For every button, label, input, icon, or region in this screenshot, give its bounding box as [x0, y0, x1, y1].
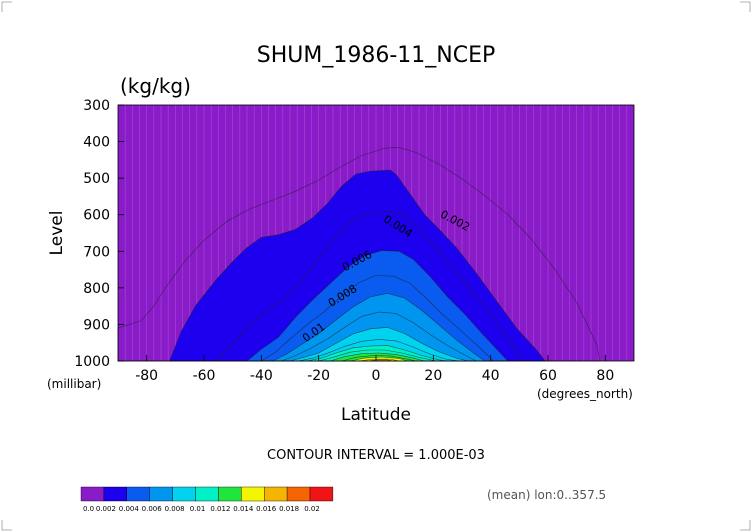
colorbar-swatch [241, 486, 265, 502]
units-label: (kg/kg) [120, 74, 191, 98]
y-axis-unit: (millibar) [47, 377, 101, 391]
colorbar-label: 0.018 [279, 505, 299, 513]
contour-region-5 [260, 275, 495, 362]
x-tick-label: 20 [424, 368, 442, 384]
contour-region-11 [318, 349, 437, 362]
colorbar-label: 0.008 [165, 505, 185, 513]
x-tick-label: 60 [539, 368, 557, 384]
colorbar-swatch [309, 486, 334, 502]
y-tick-label: 500 [83, 171, 110, 187]
contour-region-7 [281, 311, 477, 362]
x-tick-label: -80 [135, 368, 158, 384]
y-tick-label: 900 [83, 317, 110, 333]
contour-region-1 [117, 147, 600, 362]
colorbar-label: 0.004 [119, 505, 140, 513]
x-tick-label: -40 [250, 368, 273, 384]
colorbar-swatch [80, 486, 105, 502]
filled-contours [117, 147, 600, 362]
y-tick-label: 1000 [74, 354, 110, 370]
y-axis-label: Level [47, 211, 67, 256]
colorbar-swatch [126, 486, 150, 502]
contour-region-3 [214, 211, 523, 362]
x-tick-label: 0 [372, 368, 381, 384]
colorbar-label: 0.014 [233, 505, 254, 513]
colorbar-label: 0.016 [256, 505, 277, 513]
contour-region-9 [298, 339, 460, 362]
colorbar-label: 0.006 [142, 505, 163, 513]
colorbar-swatch [172, 486, 196, 502]
footer-note: (mean) lon:0..357.5 [487, 488, 606, 502]
colorbar: 0.0 0.002 0.004 0.006 0.008 0.01 0.012 0.014 0.0… [80, 486, 334, 513]
y-tick-label: 600 [83, 208, 110, 224]
x-tick-label: -60 [193, 368, 216, 384]
contour-interval-text: CONTOUR INTERVAL = 1.000E-03 [267, 448, 485, 463]
colorbar-label: 0.002 [96, 505, 116, 513]
colorbar-swatch [218, 486, 242, 502]
x-tick-label: 40 [482, 368, 500, 384]
colorbar-swatch [264, 486, 288, 502]
x-axis-label: Latitude [341, 405, 411, 425]
y-axis: 300 400 500 600 700 800 900 1000 [74, 98, 124, 370]
contour-region-8 [289, 327, 468, 362]
x-axis-unit: (degrees_north) [537, 387, 633, 401]
y-tick-label: 300 [83, 98, 110, 114]
colorbar-swatch [286, 486, 311, 502]
chart-title: SHUM_1986-11_NCEP [257, 43, 496, 68]
colorbar-label: 0.02 [304, 505, 320, 513]
colorbar-label: 0.012 [210, 505, 230, 513]
colorbar-swatch [103, 486, 128, 502]
x-tick-label: -20 [307, 368, 330, 384]
x-tick-label: 80 [596, 368, 614, 384]
contour-region-6 [272, 292, 486, 362]
colorbar-swatch [195, 486, 219, 502]
colorbar-label: 0.01 [190, 505, 206, 513]
colorbar-label: 0.0 [83, 505, 94, 513]
colorbar-swatch [149, 486, 173, 502]
y-tick-label: 700 [83, 244, 110, 260]
x-axis: -80 -60 -40 -20 0 20 40 60 80 [135, 355, 614, 384]
y-tick-label: 400 [83, 135, 110, 151]
y-tick-label: 800 [83, 281, 110, 297]
